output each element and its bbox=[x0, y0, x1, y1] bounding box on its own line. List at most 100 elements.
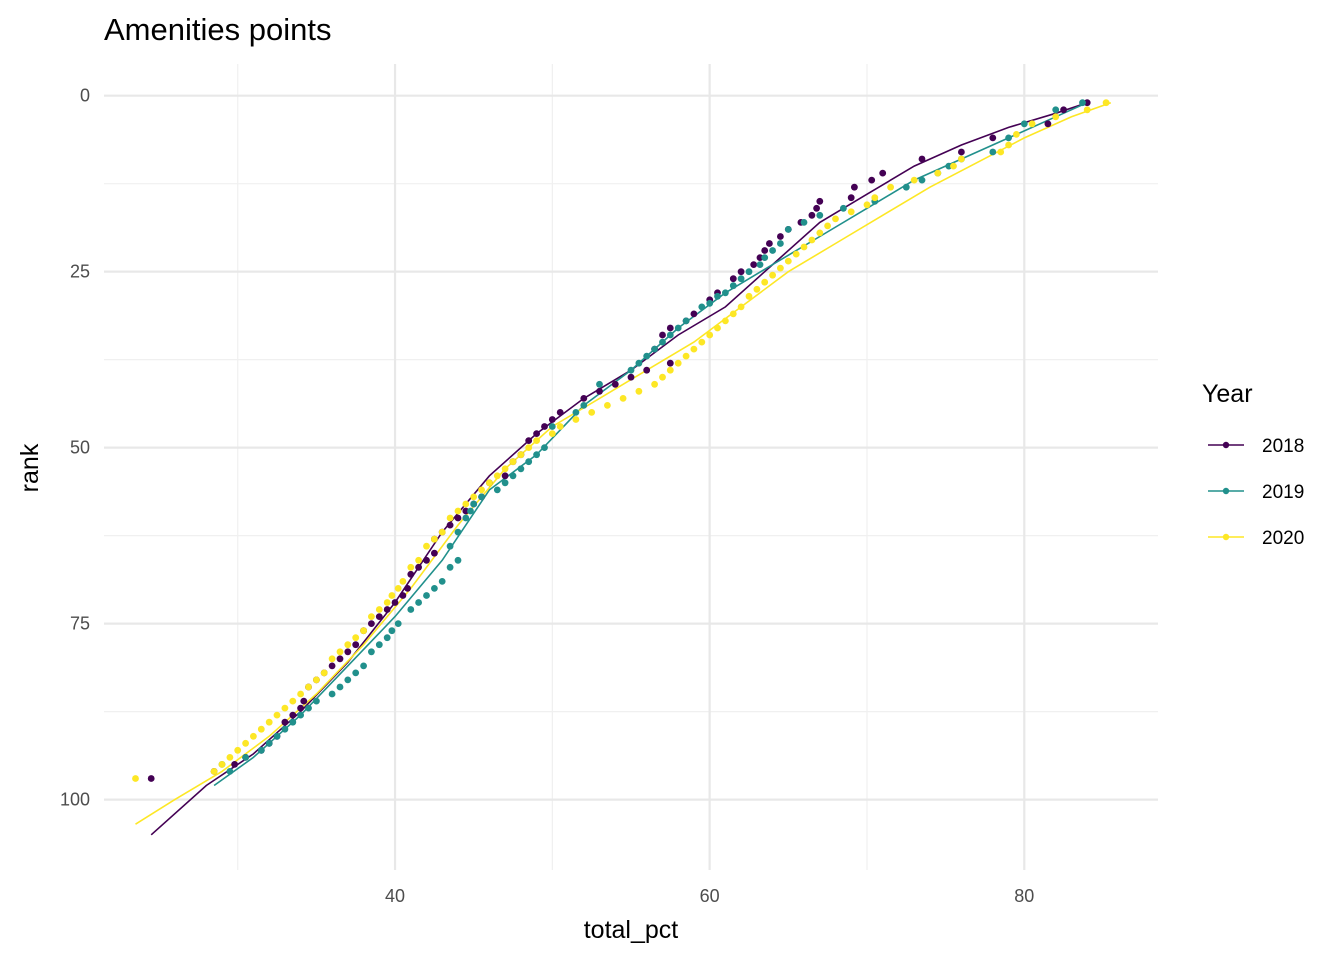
data-point-2019 bbox=[756, 261, 764, 268]
legend-label: 2020 bbox=[1262, 528, 1304, 549]
data-point-2020 bbox=[761, 278, 769, 286]
data-point-2019 bbox=[344, 676, 352, 684]
data-point-2018 bbox=[548, 416, 556, 423]
data-point-2020 bbox=[792, 250, 800, 258]
data-point-2018 bbox=[1060, 106, 1067, 114]
data-point-2020 bbox=[659, 373, 666, 381]
data-point-2019 bbox=[722, 289, 729, 297]
legend-items: 2018 2019 2020 bbox=[1208, 436, 1304, 549]
data-point-2019 bbox=[501, 479, 509, 487]
data-point-2018 bbox=[580, 395, 588, 402]
y-tick-label: 25 bbox=[70, 262, 90, 282]
data-point-2019 bbox=[438, 578, 446, 585]
data-point-2019 bbox=[918, 176, 926, 184]
data-point-2020 bbox=[832, 215, 839, 223]
data-point-2019 bbox=[800, 219, 808, 226]
data-point-2019 bbox=[478, 493, 485, 501]
data-point-2018 bbox=[375, 613, 383, 620]
data-point-2019 bbox=[627, 366, 635, 374]
data-point-2019 bbox=[1020, 120, 1028, 128]
data-point-2019 bbox=[989, 148, 997, 156]
data-point-2020 bbox=[1083, 106, 1091, 114]
data-point-2020 bbox=[446, 514, 454, 522]
data-point-2018 bbox=[813, 204, 820, 212]
data-point-2019 bbox=[596, 380, 603, 388]
data-point-2019 bbox=[297, 711, 304, 719]
data-point-2019 bbox=[281, 725, 289, 733]
data-point-2020 bbox=[934, 169, 942, 177]
data-point-2020 bbox=[462, 500, 470, 508]
data-point-2020 bbox=[619, 395, 627, 402]
data-point-2019 bbox=[706, 299, 714, 307]
legend: Year 2018 2019 2020 bbox=[1202, 380, 1304, 549]
data-point-2019 bbox=[257, 746, 265, 754]
data-point-2019 bbox=[446, 563, 454, 571]
data-point-2018 bbox=[777, 233, 784, 240]
data-point-2019 bbox=[816, 211, 824, 219]
data-point-2019 bbox=[462, 514, 470, 522]
data-point-2019 bbox=[467, 507, 474, 515]
data-point-2020 bbox=[320, 669, 328, 677]
data-point-2020 bbox=[438, 528, 446, 536]
legend-key-point bbox=[1222, 441, 1230, 449]
data-point-2020 bbox=[257, 725, 265, 733]
data-point-2018 bbox=[750, 261, 758, 268]
data-point-2020 bbox=[297, 690, 304, 698]
data-point-2018 bbox=[868, 176, 876, 184]
data-point-2020 bbox=[132, 775, 139, 782]
data-point-2019 bbox=[1079, 99, 1086, 107]
data-point-2018 bbox=[766, 240, 773, 247]
data-point-2020 bbox=[265, 718, 273, 726]
data-point-2020 bbox=[470, 493, 478, 501]
data-point-2018 bbox=[404, 585, 411, 592]
data-point-2019 bbox=[226, 768, 234, 775]
y-axis-ticks: 0 25 50 75 100 bbox=[60, 86, 90, 810]
data-point-2019 bbox=[635, 359, 643, 367]
data-point-2019 bbox=[945, 162, 953, 170]
data-point-2019 bbox=[761, 254, 769, 261]
data-point-2020 bbox=[997, 148, 1005, 156]
data-point-2018 bbox=[556, 409, 564, 416]
data-point-2018 bbox=[666, 324, 674, 332]
data-point-2020 bbox=[714, 324, 721, 332]
data-point-2020 bbox=[548, 430, 556, 437]
data-point-2020 bbox=[360, 627, 367, 635]
data-point-2018 bbox=[756, 254, 764, 261]
data-point-2019 bbox=[493, 486, 501, 494]
data-point-2020 bbox=[769, 271, 776, 279]
data-point-2019 bbox=[572, 409, 580, 416]
y-tick-label: 100 bbox=[60, 790, 90, 810]
data-point-2020 bbox=[1052, 113, 1060, 121]
data-point-2019 bbox=[548, 423, 556, 430]
data-point-2020 bbox=[674, 359, 682, 367]
data-point-2019 bbox=[840, 204, 847, 212]
data-point-2020 bbox=[234, 746, 242, 754]
data-point-2019 bbox=[769, 247, 776, 254]
data-point-2019 bbox=[509, 472, 517, 480]
data-point-2018 bbox=[147, 775, 155, 782]
data-point-2019 bbox=[423, 592, 430, 599]
data-point-2019 bbox=[242, 754, 250, 761]
data-point-2020 bbox=[281, 704, 289, 712]
data-point-2019 bbox=[777, 240, 784, 247]
data-point-2018 bbox=[627, 373, 635, 381]
data-point-2018 bbox=[690, 310, 698, 318]
x-axis-ticks: 40 60 80 bbox=[385, 886, 1034, 906]
data-point-2020 bbox=[250, 732, 257, 740]
data-point-2020 bbox=[777, 264, 784, 272]
y-tick-label: 50 bbox=[70, 438, 90, 458]
data-point-2019 bbox=[580, 402, 588, 409]
data-point-2020 bbox=[722, 317, 729, 325]
data-point-2019 bbox=[659, 338, 666, 346]
data-point-2018 bbox=[462, 507, 470, 515]
data-point-2019 bbox=[431, 585, 438, 592]
data-point-2018 bbox=[989, 134, 997, 142]
data-point-2019 bbox=[407, 606, 415, 613]
data-point-2020 bbox=[383, 599, 391, 606]
data-point-2020 bbox=[478, 486, 485, 494]
data-point-2018 bbox=[415, 563, 422, 571]
legend-label: 2018 bbox=[1262, 436, 1304, 457]
data-point-2020 bbox=[218, 761, 226, 768]
data-point-2019 bbox=[729, 282, 737, 290]
data-point-2018 bbox=[300, 697, 308, 705]
